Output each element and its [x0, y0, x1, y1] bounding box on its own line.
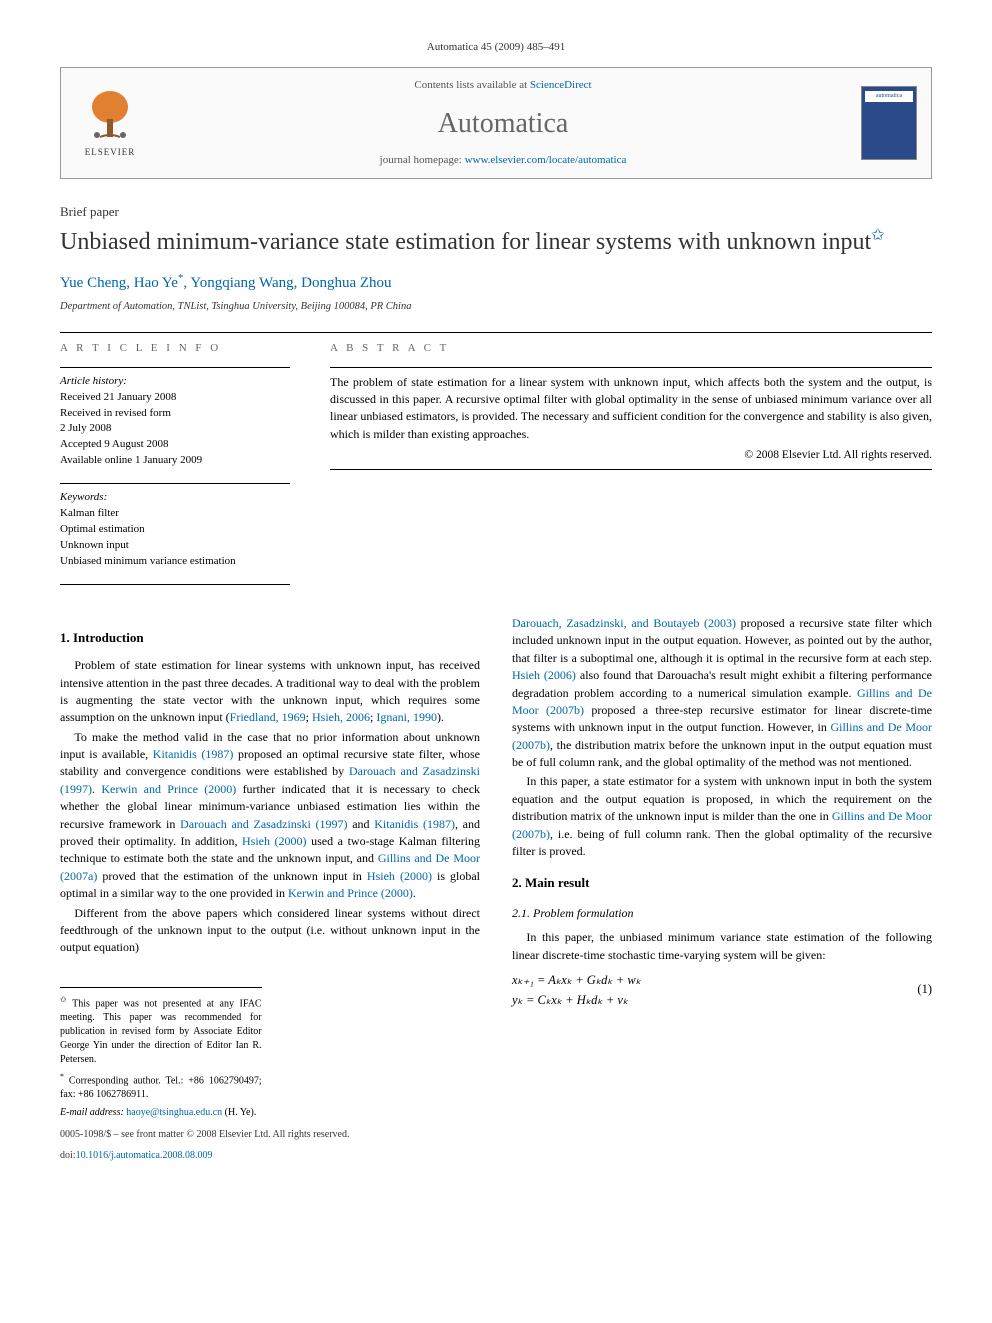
info-rule-1: [60, 367, 290, 368]
abstract-text: The problem of state estimation for a li…: [330, 374, 932, 444]
journal-center-block: Contents lists available at ScienceDirec…: [161, 78, 845, 168]
paper-title: Unbiased minimum-variance state estimati…: [60, 226, 932, 257]
info-rule-3: [60, 584, 290, 585]
citation-line: Automatica 45 (2009) 485–491: [60, 40, 932, 55]
contents-available-line: Contents lists available at ScienceDirec…: [161, 78, 845, 93]
abstract-copyright: © 2008 Elsevier Ltd. All rights reserved…: [330, 447, 932, 463]
history-label: Article history:: [60, 374, 290, 390]
footer-copyright: 0005-1098/$ – see front matter © 2008 El…: [60, 1128, 480, 1141]
body-two-column: 1. Introduction Problem of state estimat…: [60, 615, 932, 1162]
section-2-1-heading: 2.1. Problem formulation: [512, 905, 932, 922]
sciencedirect-link[interactable]: ScienceDirect: [530, 79, 592, 91]
abstract-label: A B S T R A C T: [330, 341, 932, 356]
abstract-column: A B S T R A C T The problem of state est…: [330, 341, 932, 591]
keyword-1: Kalman filter: [60, 506, 290, 522]
ref-kerwin[interactable]: Kerwin and Prince (2000): [101, 782, 236, 796]
col2-para-1: Darouach, Zasadzinski, and Boutayeb (200…: [512, 615, 932, 772]
elsevier-tree-icon: [85, 89, 135, 144]
main-para-1: In this paper, the unbiased minimum vari…: [512, 929, 932, 964]
title-text: Unbiased minimum-variance state estimati…: [60, 229, 871, 255]
ref-hsieh06b[interactable]: Hsieh (2006): [512, 668, 576, 682]
journal-header-box: ELSEVIER Contents lists available at Sci…: [60, 67, 932, 179]
article-history: Article history: Received 21 January 200…: [60, 374, 290, 470]
equation-1: xₖ₊₁ = Aₖxₖ + Gₖdₖ + wₖ yₖ = Cₖxₖ + Hₖdₖ…: [512, 970, 932, 1010]
c2p1d: , the distribution matrix before the unk…: [512, 738, 932, 769]
ref-hsieh06[interactable]: Hsieh, 2006: [312, 710, 370, 724]
footnote-3: E-mail address: haoye@tsinghua.edu.cn (H…: [60, 1106, 262, 1120]
eq1-line1: xₖ₊₁ = Aₖxₖ + Gₖdₖ + wₖ: [512, 970, 641, 990]
fn2-text: Corresponding author. Tel.: +86 10627904…: [60, 1075, 262, 1100]
info-abstract-row: A R T I C L E I N F O Article history: R…: [60, 341, 932, 591]
homepage-link[interactable]: www.elsevier.com/locate/automatica: [465, 154, 627, 166]
keyword-4: Unbiased minimum variance estimation: [60, 554, 290, 570]
abs-rule-1: [330, 367, 932, 368]
ref-kitanidis-b[interactable]: Kitanidis (1987): [374, 817, 455, 831]
revised-date: 2 July 2008: [60, 421, 290, 437]
author-list: Yue Cheng, Hao Ye*, Yongqiang Wang, Dong…: [60, 271, 932, 294]
authors-first: Yue Cheng, Hao Ye: [60, 275, 178, 291]
p2h: proved that the estimation of the unknow…: [97, 869, 367, 883]
fn3-label: E-mail address:: [60, 1107, 126, 1118]
authors-rest: , Yongqiang Wang, Donghua Zhou: [183, 275, 391, 291]
paper-type: Brief paper: [60, 203, 932, 221]
ref-kerwin-b[interactable]: Kerwin and Prince (2000): [288, 886, 413, 900]
body-column-right: Darouach, Zasadzinski, and Boutayeb (200…: [512, 615, 932, 1162]
keywords-block: Keywords: Kalman filter Optimal estimati…: [60, 490, 290, 570]
email-link[interactable]: haoye@tsinghua.edu.cn: [126, 1107, 222, 1118]
eq1-lines: xₖ₊₁ = Aₖxₖ + Gₖdₖ + wₖ yₖ = Cₖxₖ + Hₖdₖ…: [512, 970, 641, 1010]
ref-hsieh00b[interactable]: Hsieh (2000): [367, 869, 432, 883]
keyword-3: Unknown input: [60, 538, 290, 554]
section-2-heading: 2. Main result: [512, 874, 932, 892]
article-info-label: A R T I C L E I N F O: [60, 341, 290, 356]
keywords-label: Keywords:: [60, 490, 290, 506]
fn3-rest: (H. Ye).: [222, 1107, 256, 1118]
fn1-mark: ✩: [60, 995, 67, 1004]
eq1-number: (1): [917, 981, 932, 999]
p2j: .: [413, 886, 416, 900]
journal-name: Automatica: [161, 104, 845, 143]
intro-para-1: Problem of state estimation for linear s…: [60, 657, 480, 727]
doi-label: doi:: [60, 1150, 76, 1161]
footnotes-block: ✩ This paper was not presented at any IF…: [60, 987, 262, 1121]
publisher-name: ELSEVIER: [85, 146, 136, 159]
info-rule-2: [60, 483, 290, 484]
c2p2b: , i.e. being of full column rank. Then t…: [512, 827, 932, 858]
doi-link[interactable]: 10.1016/j.automatica.2008.08.009: [76, 1150, 213, 1161]
cover-label: automatica: [865, 91, 913, 101]
p2e: and: [348, 817, 375, 831]
ref-kitanidis[interactable]: Kitanidis (1987): [153, 747, 234, 761]
intro-para-2: To make the method valid in the case tha…: [60, 729, 480, 903]
abs-rule-2: [330, 469, 932, 470]
intro-para-3: Different from the above papers which co…: [60, 905, 480, 957]
ref-ignani[interactable]: Ignani, 1990: [376, 710, 437, 724]
p1b: ).: [437, 710, 444, 724]
title-footnote-mark: ✩: [871, 227, 884, 244]
online-line: Available online 1 January 2009: [60, 453, 290, 469]
accepted-line: Accepted 9 August 2008: [60, 437, 290, 453]
ref-friedland[interactable]: Friedland, 1969: [230, 710, 306, 724]
contents-prefix: Contents lists available at: [414, 79, 529, 91]
received-line: Received 21 January 2008: [60, 390, 290, 406]
col2-para-2: In this paper, a state estimator for a s…: [512, 773, 932, 860]
article-info-column: A R T I C L E I N F O Article history: R…: [60, 341, 290, 591]
ref-darouach97b[interactable]: Darouach and Zasadzinski (1997): [180, 817, 347, 831]
section-1-heading: 1. Introduction: [60, 629, 480, 647]
footnote-1: ✩ This paper was not presented at any IF…: [60, 994, 262, 1067]
keyword-2: Optimal estimation: [60, 522, 290, 538]
ref-hsieh00[interactable]: Hsieh (2000): [242, 834, 307, 848]
footnote-2: * Corresponding author. Tel.: +86 106279…: [60, 1071, 262, 1102]
fn1-text: This paper was not presented at any IFAC…: [60, 998, 262, 1065]
p2c: .: [92, 782, 101, 796]
affiliation: Department of Automation, TNList, Tsingh…: [60, 300, 932, 315]
body-column-left: 1. Introduction Problem of state estimat…: [60, 615, 480, 1162]
eq1-line2: yₖ = Cₖxₖ + Hₖdₖ + vₖ: [512, 990, 641, 1010]
ref-darouach03[interactable]: Darouach, Zasadzinski, and Boutayeb (200…: [512, 616, 736, 630]
journal-cover-thumbnail: automatica: [861, 86, 917, 160]
footer-doi: doi:10.1016/j.automatica.2008.08.009: [60, 1149, 480, 1162]
journal-homepage-line: journal homepage: www.elsevier.com/locat…: [161, 153, 845, 168]
homepage-prefix: journal homepage:: [380, 154, 465, 166]
revised-line: Received in revised form: [60, 406, 290, 422]
publisher-logo: ELSEVIER: [75, 83, 145, 163]
rule-top: [60, 332, 932, 333]
